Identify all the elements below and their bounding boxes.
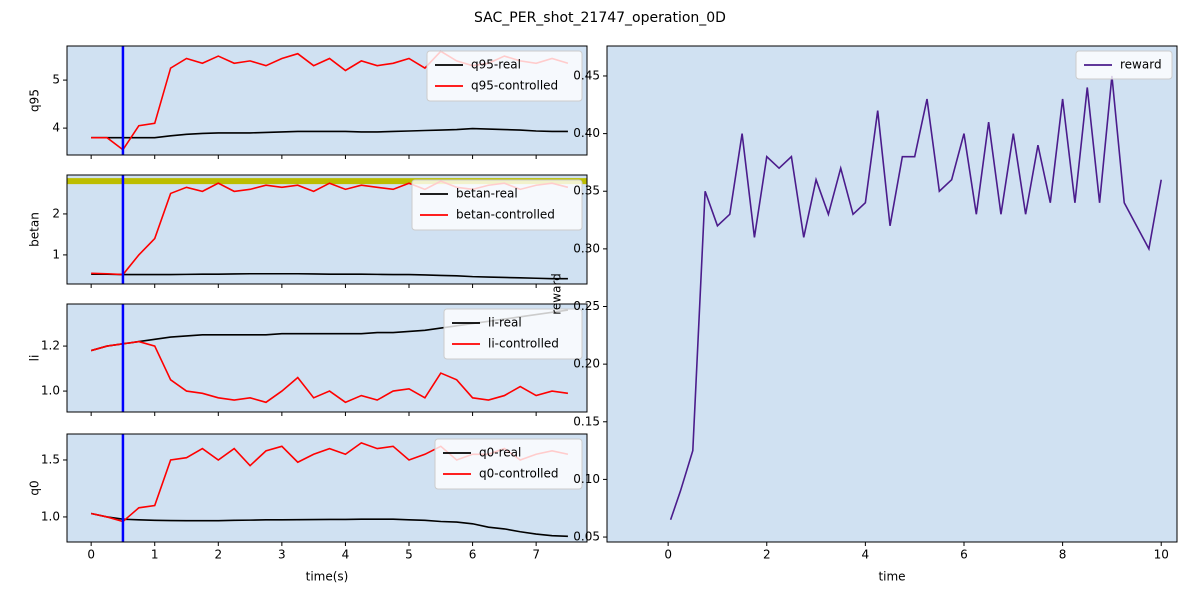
y-tick-label: 2	[52, 206, 60, 220]
y-axis-label: li	[28, 355, 42, 362]
x-axis-label: time(s)	[306, 570, 349, 584]
y-tick-label: 0.25	[573, 299, 600, 313]
data-line	[90, 340, 569, 404]
legend-box	[411, 179, 583, 231]
y-tick-label: 1.5	[41, 452, 60, 466]
y-tick-label: 4	[52, 121, 60, 135]
data-line	[90, 512, 568, 538]
y-tick-label: 0.05	[573, 530, 600, 544]
x-tick-label: 0	[87, 548, 95, 562]
legend-box	[426, 50, 583, 102]
y-tick-label: 1	[52, 247, 60, 261]
legend-label: li-real	[488, 316, 522, 330]
x-axis-label: time	[878, 570, 905, 584]
x-tick-label: 0	[664, 548, 672, 562]
x-tick-label: 2	[763, 548, 771, 562]
plot-frame	[66, 45, 588, 156]
x-tick-label: 10	[1154, 548, 1169, 562]
data-line	[91, 127, 568, 139]
legend-box	[443, 308, 583, 360]
y-tick-label: 0.35	[573, 184, 600, 198]
legend-label: reward	[1120, 58, 1162, 72]
plot-frame	[66, 433, 588, 543]
x-tick-label: 6	[469, 548, 477, 562]
y-tick-label: 0.30	[573, 241, 600, 255]
x-tick-label: 1	[151, 548, 159, 562]
y-tick-label: 1.2	[41, 339, 60, 353]
y-tick-label: 0.40	[573, 126, 600, 140]
x-tick-label: 2	[214, 548, 222, 562]
y-axis-label: q95	[28, 89, 42, 112]
y-axis-label: reward	[550, 273, 564, 315]
data-line	[91, 272, 568, 280]
y-tick-label: 0.20	[573, 357, 600, 371]
y-tick-label: 1.0	[41, 509, 60, 523]
plot-frame	[66, 174, 588, 285]
y-tick-label: 0.10	[573, 472, 600, 486]
y-tick-label: 0.15	[573, 414, 600, 428]
y-axis-label: betan	[28, 212, 42, 247]
y-axis-label: q0	[28, 480, 42, 495]
legend-box	[434, 438, 583, 490]
plot-frame	[606, 45, 1178, 543]
plot-area	[607, 46, 1177, 542]
x-tick-label: 4	[862, 548, 870, 562]
x-tick-label: 5	[405, 548, 413, 562]
legend-box	[1075, 50, 1173, 80]
y-tick-label: 1.0	[41, 384, 60, 398]
legend-label: q0-controlled	[479, 467, 559, 481]
legend-label: li-controlled	[488, 337, 559, 351]
figure-title: SAC_PER_shot_21747_operation_0D	[474, 10, 726, 26]
legend-label: q0-real	[479, 446, 521, 460]
legend-label: q95-controlled	[471, 79, 558, 93]
x-tick-label: 3	[278, 548, 286, 562]
plot-frame	[66, 303, 588, 413]
y-tick-label: 0.45	[573, 68, 600, 82]
legend-label: betan-real	[456, 187, 518, 201]
x-tick-label: 7	[532, 548, 540, 562]
legend-label: betan-controlled	[456, 208, 555, 222]
x-tick-label: 8	[1059, 548, 1067, 562]
data-line	[669, 75, 1163, 521]
x-tick-label: 4	[342, 548, 350, 562]
x-tick-label: 6	[960, 548, 968, 562]
legend-label: q95-real	[471, 58, 521, 72]
y-tick-label: 5	[52, 73, 60, 87]
